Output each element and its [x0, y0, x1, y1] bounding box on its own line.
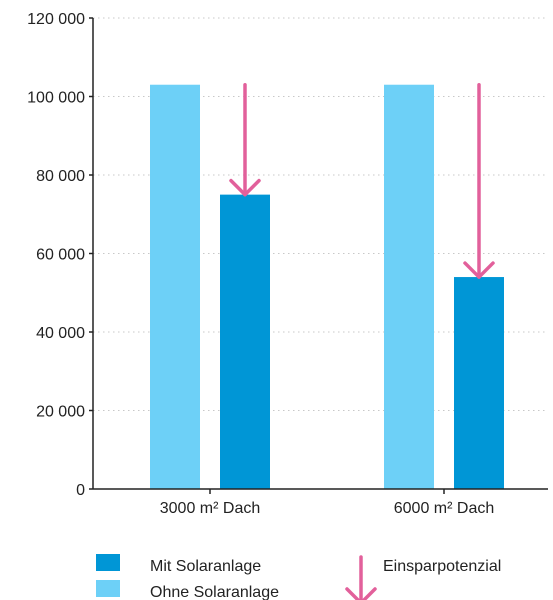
savings-arrow-icon — [229, 82, 261, 197]
y-axis-ticks: 0 20 000 40 000 60 000 80 000 100 000 120 000 — [27, 11, 93, 499]
legend-arrow-icon — [345, 555, 377, 600]
y-tick-label: 40 000 — [36, 325, 85, 342]
legend-label-mit: Mit Solaranlage — [150, 558, 261, 575]
x-tick-label: 3000 m² Dach — [160, 500, 261, 517]
legend: Mit Solaranlage Ohne Solaranlage Einspar… — [96, 554, 501, 600]
bar-ohne-solaranlage — [384, 84, 434, 489]
legend-swatch-mit — [96, 554, 120, 571]
bar-ohne-solaranlage — [150, 84, 200, 489]
x-axis-labels: 3000 m² Dach 6000 m² Dach — [160, 489, 495, 517]
legend-label-einsparpotenzial: Einsparpotenzial — [383, 558, 501, 575]
y-tick-label: 0 — [76, 482, 85, 499]
y-tick-label: 60 000 — [36, 247, 85, 264]
legend-label-ohne: Ohne Solaranlage — [150, 584, 279, 600]
savings-arrow-head — [463, 261, 495, 279]
legend-swatch-ohne — [96, 580, 120, 597]
savings-arrows — [229, 82, 495, 279]
y-tick-label: 120 000 — [27, 11, 85, 28]
savings-arrow-icon — [463, 82, 495, 279]
savings-arrow-head — [229, 178, 261, 197]
y-tick-label: 100 000 — [27, 90, 85, 107]
y-tick-label: 80 000 — [36, 168, 85, 185]
bar-mit-solaranlage — [220, 194, 270, 489]
bars — [150, 84, 504, 489]
x-tick-label: 6000 m² Dach — [394, 500, 495, 517]
y-tick-label: 20 000 — [36, 404, 85, 421]
bar-mit-solaranlage — [454, 277, 504, 489]
